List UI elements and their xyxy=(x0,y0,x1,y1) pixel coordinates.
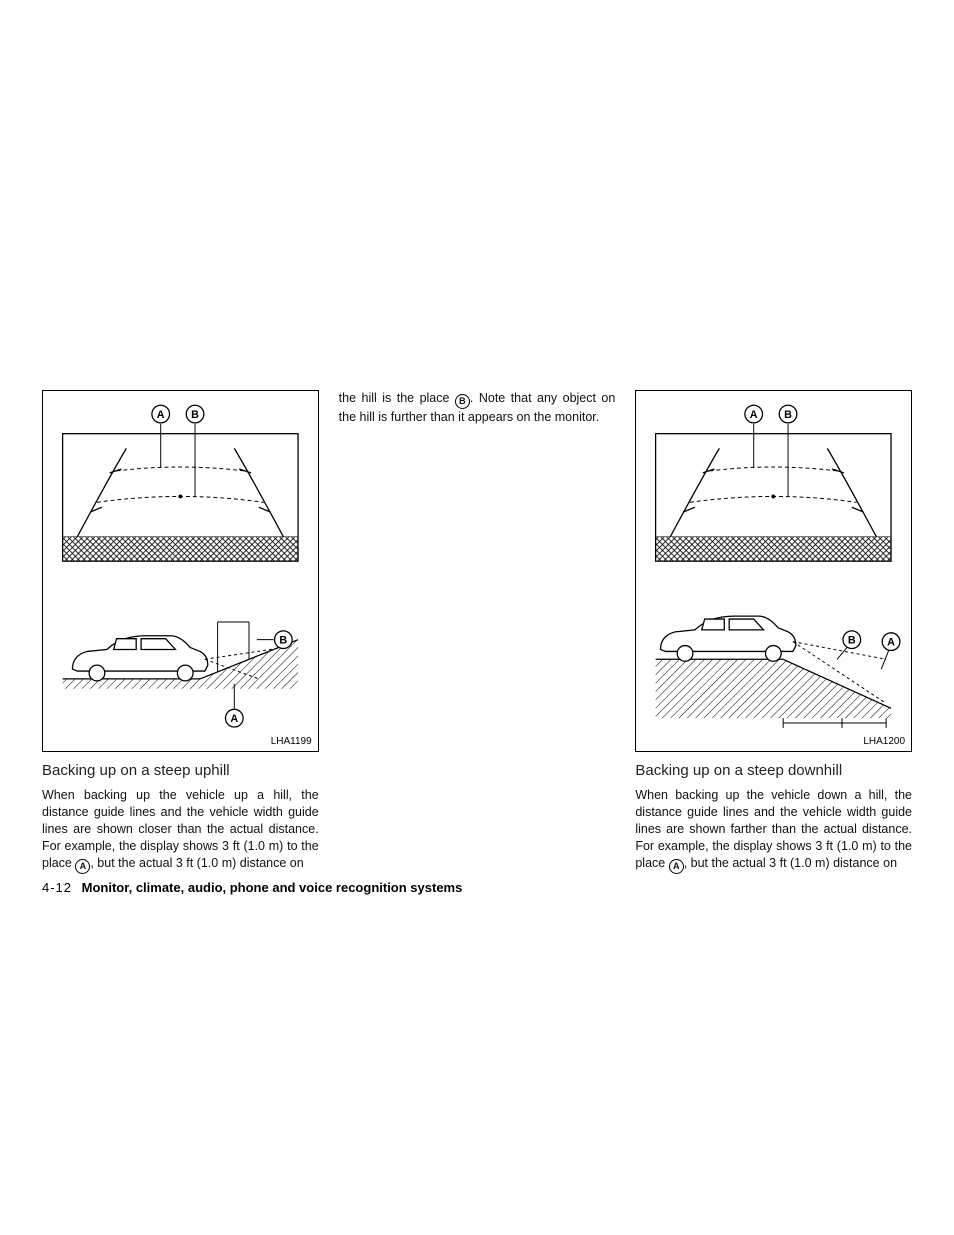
section-title: Monitor, climate, audio, phone and voice… xyxy=(82,880,463,895)
caption-downhill: Backing up on a steep downhill xyxy=(635,762,912,779)
body-middle-pre: the hill is the place xyxy=(339,391,455,405)
figure-uphill: A B xyxy=(42,390,319,752)
svg-text:A: A xyxy=(230,713,238,725)
body-downhill: When backing up the vehicle down a hill,… xyxy=(635,787,912,874)
body-downhill-post: , but the actual 3 ft (1.0 m) distance o… xyxy=(684,856,897,870)
svg-text:A: A xyxy=(750,409,758,421)
column-left: A B xyxy=(42,390,319,874)
caption-uphill: Backing up on a steep uphill xyxy=(42,762,319,779)
page-number: 4-12 xyxy=(42,880,72,895)
page-footer: 4-12 Monitor, climate, audio, phone and … xyxy=(42,880,462,895)
figure-downhill-svg: A B xyxy=(636,391,911,751)
column-middle: the hill is the place B. Note that any o… xyxy=(339,390,616,874)
svg-text:A: A xyxy=(887,637,895,649)
svg-text:B: B xyxy=(279,635,287,647)
figure-id-left: LHA1199 xyxy=(271,736,312,747)
figure-uphill-svg: A B xyxy=(43,391,318,751)
svg-text:B: B xyxy=(784,409,792,421)
body-uphill: When backing up the vehicle up a hill, t… xyxy=(42,787,319,874)
svg-text:B: B xyxy=(848,635,856,647)
content-columns: A B xyxy=(42,390,912,874)
body-uphill-post: , but the actual 3 ft (1.0 m) distance o… xyxy=(90,856,303,870)
svg-text:B: B xyxy=(191,409,199,421)
body-middle: the hill is the place B. Note that any o… xyxy=(339,390,616,426)
figure-downhill: A B xyxy=(635,390,912,752)
figure-id-right: LHA1200 xyxy=(863,736,905,747)
ref-a-icon: A xyxy=(75,859,90,874)
svg-text:A: A xyxy=(157,409,165,421)
ref-a-icon-2: A xyxy=(669,859,684,874)
ref-b-icon: B xyxy=(455,394,470,409)
manual-page: A B xyxy=(0,0,954,1235)
column-right: A B xyxy=(635,390,912,874)
